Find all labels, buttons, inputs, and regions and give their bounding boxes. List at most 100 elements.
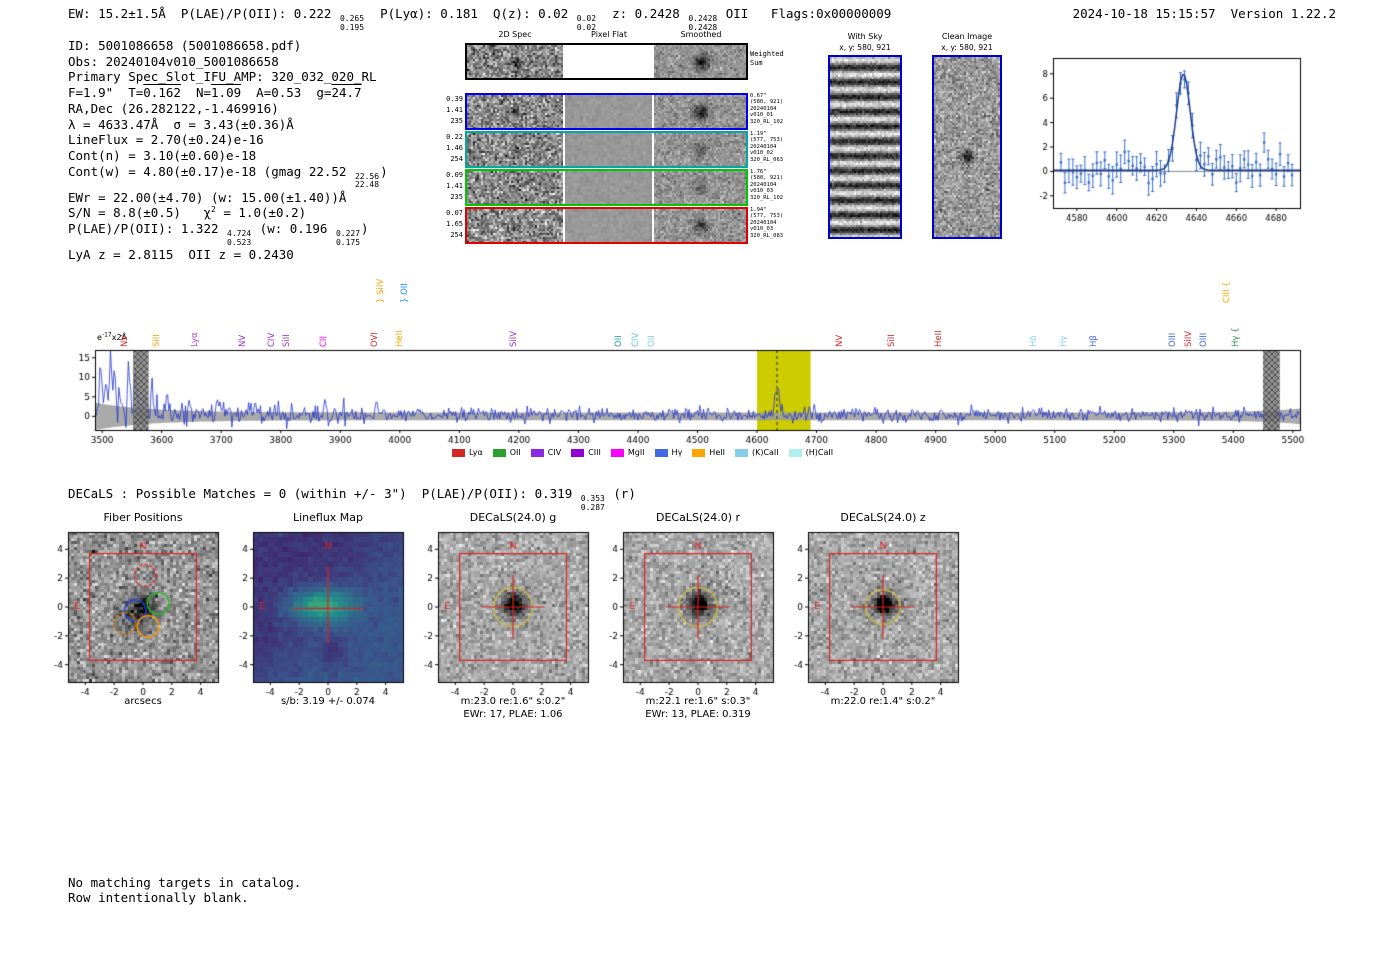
with-sky-title: With Sky: [847, 32, 883, 41]
legend-label: OII: [509, 448, 521, 457]
emission-line-label: SiII: [281, 334, 292, 347]
panel-canvas-lineflux: [221, 528, 407, 704]
text-segment: = 1.0(±0.2): [215, 205, 307, 221]
text-segment: EW: 15.2±1.5Å P(LAE)/P(OII): 0.222: [68, 6, 339, 21]
row-annotation-line: 20240104: [750, 219, 777, 226]
legend-swatch: [692, 448, 706, 457]
clean-image-title: Clean Image: [941, 32, 993, 41]
panel-title-fiber: Fiber Positions: [103, 511, 183, 524]
upper-value: 0.2428: [688, 14, 718, 23]
text-segment: z: 0.2428: [597, 6, 688, 21]
stacked-fraction: 0.353 0.287: [580, 494, 606, 512]
text-segment: N=: [180, 85, 212, 101]
legend-label: MgII: [627, 448, 645, 457]
emission-line-label: OIII: [1198, 332, 1209, 347]
emission-line-label: OII: [647, 335, 658, 347]
row-annotation-line: 1.76": [750, 169, 767, 175]
emission-line-label: HeII: [934, 330, 945, 347]
panel-title-decals_z: DECaLS(24.0) z: [840, 511, 926, 524]
legend-swatch: [734, 448, 748, 457]
text-segment: Primary Spec_Slot_IFU_AMP: 320_032_020_R…: [68, 69, 377, 85]
text-segment: EWr = 22.00(±4.70) (w: 15.00(±1.40))Å: [68, 189, 347, 205]
emission-line-label: NV: [835, 334, 846, 347]
row-annotation-line: v010_03: [750, 188, 774, 195]
text-segment: Obs: 20240104v010_5001086658: [68, 53, 279, 69]
legend-label: CIII: [588, 448, 601, 457]
emission-line-label: CII: [318, 336, 329, 347]
emission-line-label: OVI: [369, 332, 380, 347]
row-annotation-line: 320_RL_063: [750, 156, 784, 163]
upper-value: 0.265: [339, 14, 365, 23]
info-line: RA,Dec (26.282122,-1.469916): [68, 101, 388, 117]
spectrum-ylabel: e-17x2Å: [97, 331, 127, 342]
decals-match-summary: DECaLS : Possible Matches = 0 (within +/…: [68, 486, 636, 512]
header-timestamp: 2024-10-18 15:15:57 Version 1.22.2: [1072, 6, 1336, 21]
legend-label: Lyα: [469, 448, 483, 457]
emission-line-label: } OII: [399, 283, 410, 303]
legend-swatch: [654, 448, 668, 457]
emission-line-label: HeII: [394, 330, 405, 347]
cutout-image: [467, 95, 563, 128]
with-sky-panel: [828, 55, 902, 239]
row-weight-value: 1.65: [446, 220, 463, 228]
row-annotation-line: 320_RL_102: [750, 194, 784, 201]
stacked-fraction: 22.56 22.48: [354, 172, 380, 190]
row-annotation-line: (577, 753): [750, 213, 784, 220]
cutout-image: [467, 171, 563, 204]
info-line: LineFlux = 2.70(±0.24)e-16: [68, 132, 388, 148]
emission-line-label: CIV: [630, 332, 641, 347]
panel-caption: m:22.1 re:1.6" s:0.3": [645, 696, 751, 707]
weighted-sum-label-line: Sum: [750, 58, 763, 67]
info-line: F=1.9" T=0.162 N=1.09 A=0.53 g=24.7: [68, 85, 388, 101]
text-segment: 24.7: [331, 85, 362, 101]
panel-xlabel: arcsecs: [124, 696, 162, 707]
row-annotation-line: (577, 753): [750, 137, 784, 144]
legend-item: (K)CaII: [734, 448, 779, 457]
weighted-sum-label: Weighted Sum: [750, 50, 784, 67]
text-segment: Cont(w) = 4.80(±0.17)e-18 (gmag 22.52: [68, 163, 354, 179]
row-weight-value: 1.41: [446, 182, 463, 190]
legend-item: CIV: [530, 448, 561, 457]
cutout-image: [654, 209, 746, 242]
column-header-smoothed: Smoothed: [680, 30, 722, 39]
superscript: 2: [211, 205, 216, 215]
panel-caption: EWr: 13, PLAE: 0.319: [645, 709, 751, 720]
row-weight-value: 0.07: [446, 209, 463, 217]
text-segment: S/N = 8.8(±0.5) χ: [68, 205, 211, 221]
panel-canvas-decals_z: [776, 528, 962, 704]
info-line: P(LAE)/P(OII): 1.322 4.724 0.523 (w: 0.19…: [68, 221, 388, 247]
row-annotation-line: 20240104: [750, 105, 777, 112]
legend-item: HeII: [692, 448, 725, 457]
legend-item: MgII: [610, 448, 645, 457]
text-segment: RA,Dec (26.282122,-1.469916): [68, 100, 279, 116]
legend-label: Hγ: [671, 448, 683, 457]
panel-canvas-decals_g: [406, 528, 592, 704]
text-segment: F=1.9" T=: [68, 85, 144, 101]
row-weights: 0.07 1.65 254: [440, 208, 463, 241]
row-annotation-line: v010_03: [750, 226, 774, 233]
emission-line-label: NV: [119, 334, 130, 347]
ylabel-exp: -17: [101, 331, 112, 339]
text-segment: ): [380, 163, 388, 179]
upper-value: 0.353: [580, 494, 605, 503]
row-weight-value: 254: [450, 231, 463, 239]
emission-line-label: OIII: [1167, 332, 1178, 347]
info-line: Cont(w) = 4.80(±0.17)e-18 (gmag 22.52 22…: [68, 164, 388, 190]
row-weights: 0.22 1.46 254: [440, 132, 463, 165]
row-annotation-line: 320_RL_102: [750, 118, 784, 125]
legend-item: Lyα: [452, 448, 483, 457]
row-weight-value: 0.09: [446, 171, 463, 179]
text-segment: 0.162: [143, 85, 181, 101]
row-weight-value: 254: [450, 155, 463, 163]
legend-label: HeII: [709, 448, 725, 457]
panel-title-decals_r: DECaLS(24.0) r: [655, 511, 741, 524]
row-annotation-line: 1.94": [750, 207, 767, 213]
cutout-image: [565, 45, 652, 78]
row-weight-value: 235: [450, 193, 463, 201]
full-spectrum-plot: [60, 342, 1310, 454]
row-annotation-line: 1.19": [750, 131, 767, 137]
weighted-sum-row: [465, 43, 748, 80]
panel-canvas-decals_r: [591, 528, 777, 704]
legend-label: (H)CaII: [805, 448, 834, 457]
